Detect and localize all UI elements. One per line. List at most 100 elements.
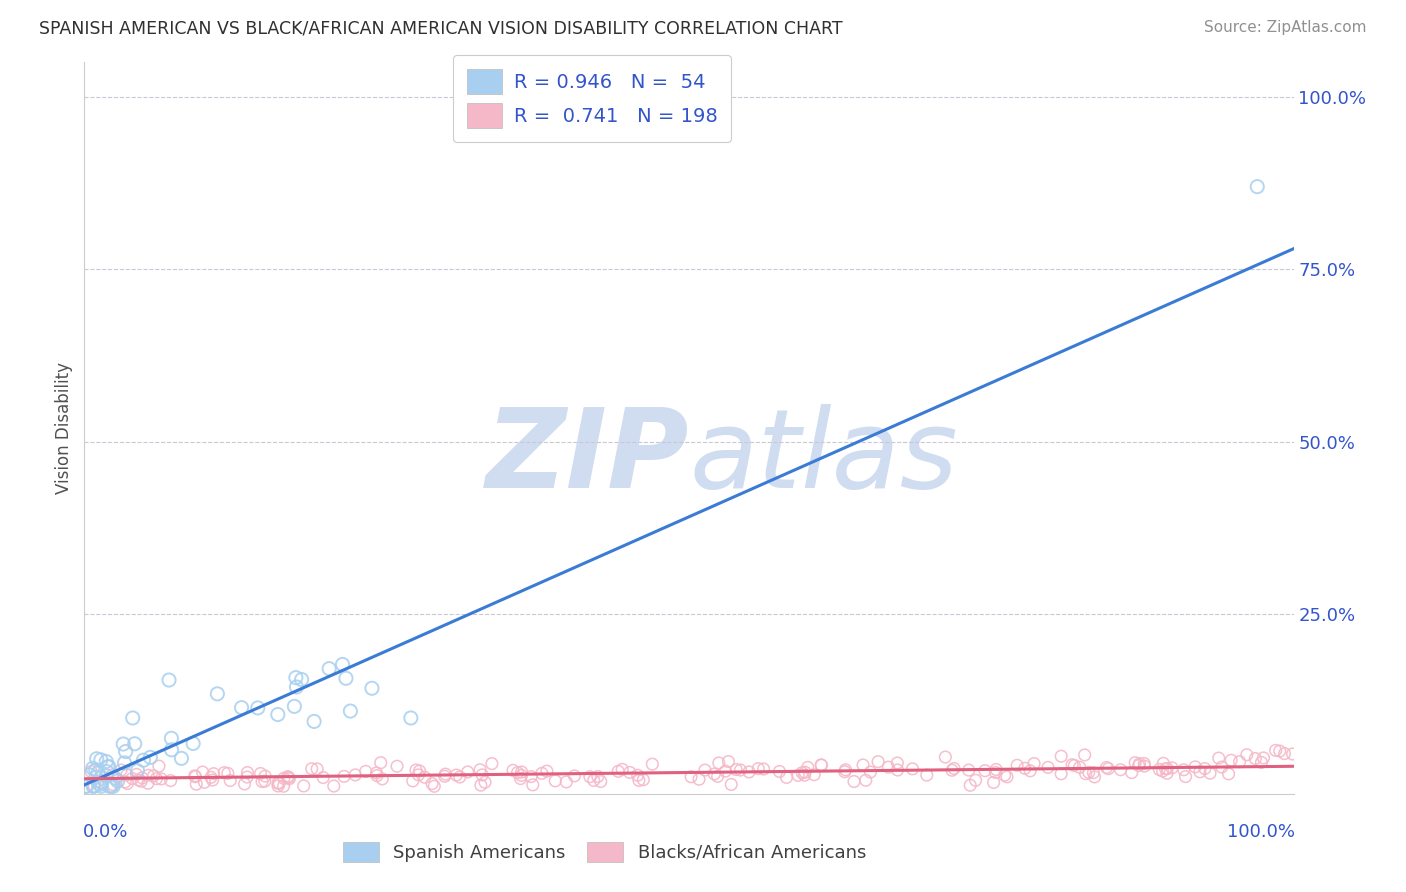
Point [752,762,775,776]
Point [236,770,259,784]
Point [129,774,152,789]
Point [371,772,394,786]
Point [793,768,815,782]
Point [139,750,162,764]
Point [1161,761,1184,775]
Point [589,774,612,789]
Point [366,766,388,780]
Point [253,774,276,789]
Point [160,731,183,746]
Point [160,743,183,757]
Point [1281,747,1303,761]
Point [564,769,586,783]
Point [100,779,122,793]
Point [150,772,173,786]
Point [413,770,436,784]
Point [619,765,641,780]
Point [481,756,503,771]
Point [121,711,143,725]
Point [97,760,120,774]
Point [794,765,817,780]
Point [1073,747,1095,762]
Point [434,767,457,781]
Point [1074,766,1097,780]
Point [283,699,305,714]
Point [96,769,118,783]
Point [267,707,290,722]
Point [974,764,997,778]
Point [86,752,108,766]
Point [114,775,136,789]
Point [859,765,882,780]
Legend: Spanish Americans, Blacks/African Americans: Spanish Americans, Blacks/African Americ… [335,835,873,869]
Point [254,769,277,783]
Point [170,751,193,765]
Point [510,768,533,782]
Point [145,772,167,786]
Point [1229,755,1251,769]
Point [107,773,129,788]
Point [284,671,307,685]
Point [738,764,761,779]
Point [402,773,425,788]
Point [627,768,650,782]
Point [457,764,479,779]
Point [333,769,356,783]
Point [522,778,544,792]
Point [273,779,295,793]
Point [277,770,299,784]
Point [1097,762,1119,776]
Point [984,765,1007,780]
Point [1077,765,1099,780]
Point [1236,747,1258,762]
Point [446,768,468,782]
Point [202,766,225,780]
Point [354,764,377,779]
Point [115,768,138,782]
Point [246,701,269,715]
Point [96,764,118,779]
Point [267,776,290,790]
Point [1152,756,1174,771]
Point [136,776,159,790]
Point [103,778,125,792]
Point [423,779,446,793]
Point [249,766,271,780]
Point [1019,764,1042,778]
Point [852,758,875,772]
Point [83,779,105,793]
Point [385,759,408,773]
Point [322,779,344,793]
Point [267,779,290,793]
Point [1208,751,1230,765]
Point [408,764,430,778]
Point [1149,763,1171,777]
Point [90,779,112,793]
Point [509,772,531,786]
Point [231,700,253,714]
Point [1268,744,1291,758]
Point [1133,759,1156,773]
Text: ZIP: ZIP [485,404,689,511]
Point [707,756,730,770]
Point [131,771,153,785]
Point [1156,762,1178,776]
Point [127,764,149,778]
Point [943,762,966,776]
Point [214,765,236,780]
Point [797,760,820,774]
Point [301,762,323,776]
Point [544,773,567,788]
Point [101,768,124,782]
Point [1062,757,1084,772]
Point [318,662,340,676]
Point [693,763,716,777]
Point [468,763,491,777]
Point [1264,743,1286,757]
Point [474,775,496,789]
Point [941,764,963,778]
Point [307,762,329,776]
Point [1156,766,1178,780]
Point [1253,751,1275,765]
Point [312,771,335,785]
